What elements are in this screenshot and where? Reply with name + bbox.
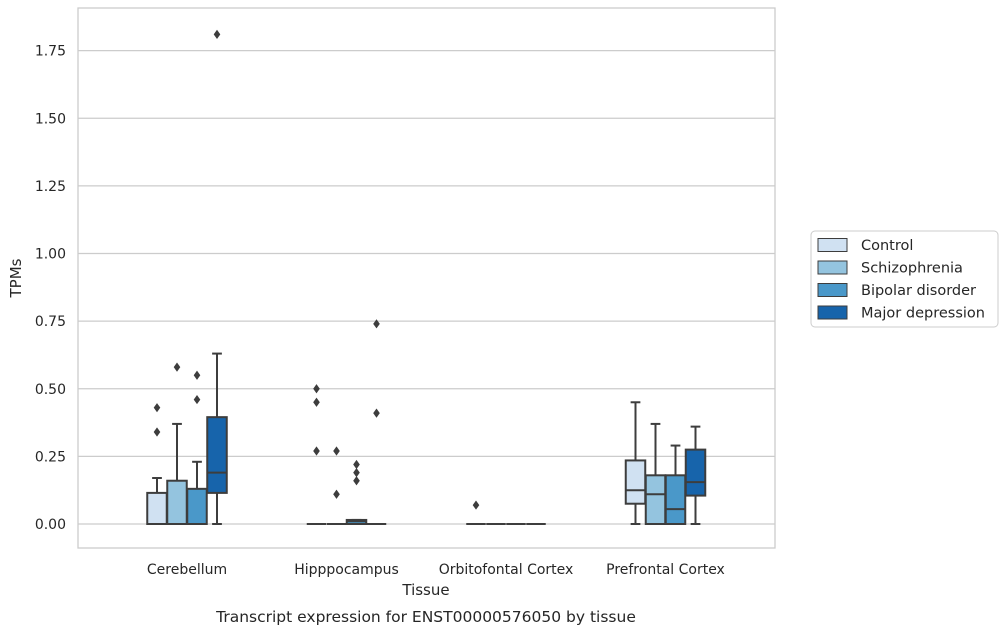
outlier-point	[333, 489, 340, 499]
outlier-point	[313, 384, 320, 394]
outlier-point	[173, 362, 181, 372]
legend-swatch	[817, 260, 848, 275]
x-tick-label: Hipppocampus	[294, 562, 399, 578]
y-tick-label: 1.50	[35, 111, 66, 127]
y-tick-label: 0.25	[35, 449, 66, 465]
legend-swatch	[817, 283, 848, 297]
box-2-1	[345, 459, 368, 526]
outlier-point	[193, 394, 201, 405]
box-3-1	[366, 319, 387, 525]
legend-swatch	[817, 238, 848, 252]
y-tick-label: 1.75	[35, 44, 66, 60]
legend-label: Bipolar disorder	[861, 283, 976, 299]
x-axis-label: Tissue	[401, 581, 449, 599]
series-0	[146, 384, 647, 525]
outlier-point	[313, 397, 320, 407]
legend: Control Schizophrenia Bipolar disorder Majo…	[810, 230, 999, 328]
outlier-point	[313, 446, 320, 456]
box-1-3	[644, 422, 667, 525]
box-3-0	[206, 29, 228, 525]
series-3	[206, 29, 707, 525]
series-2	[186, 370, 687, 526]
outlier-point	[472, 500, 480, 510]
box-3-3	[684, 425, 707, 525]
outlier-point	[153, 403, 161, 413]
legend-label: Schizophrenia	[861, 261, 963, 277]
box-iqr	[206, 416, 228, 494]
box-iqr	[624, 459, 647, 505]
box-iqr	[684, 448, 707, 497]
y-tick-label: 1.00	[35, 247, 66, 263]
x-tick-label: Cerebellum	[147, 562, 227, 578]
plot-frame	[77, 7, 776, 549]
chart-caption: Transcript expression for ENST0000057605…	[215, 608, 636, 626]
box-1-1	[326, 446, 347, 525]
box-series	[146, 29, 707, 526]
outlier-point	[213, 29, 221, 39]
y-tick-labels: 0.00 0.25 0.50 0.75 1.00 1.25 1.50 1.75	[35, 44, 66, 533]
x-tick-label: Prefrontal Cortex	[606, 562, 725, 578]
legend-frame	[810, 230, 999, 328]
y-axis-label: TPMs	[7, 258, 25, 298]
y-tick-label: 0.50	[35, 382, 66, 398]
box-iqr	[664, 474, 687, 525]
series-1	[166, 362, 667, 525]
outlier-point	[373, 319, 380, 329]
outlier-point	[373, 408, 380, 418]
legend-label: Control	[861, 238, 913, 254]
box-2-0	[186, 370, 208, 525]
box-2-3	[664, 444, 687, 525]
outlier-point	[353, 476, 360, 486]
outlier-point	[193, 370, 201, 380]
x-tick-labels: Cerebellum Hipppocampus Orbitofontal Corte…	[147, 562, 725, 578]
outlier-point	[353, 459, 360, 470]
box-iqr	[166, 479, 188, 525]
y-tick-label: 0.00	[35, 517, 66, 533]
outlier-point	[353, 468, 360, 478]
legend-label: Major depression	[861, 306, 985, 322]
x-tick-label: Orbitofontal Cortex	[439, 562, 574, 578]
outlier-point	[333, 446, 340, 456]
legend-swatch	[817, 305, 848, 320]
box-iqr	[146, 491, 168, 525]
box-iqr	[644, 474, 667, 525]
y-tick-label: 1.25	[35, 179, 66, 195]
box-0-1	[306, 384, 327, 525]
y-tick-label: 0.75	[35, 314, 66, 330]
box-0-2	[466, 500, 486, 525]
box-iqr	[186, 487, 208, 525]
outlier-point	[153, 427, 161, 437]
